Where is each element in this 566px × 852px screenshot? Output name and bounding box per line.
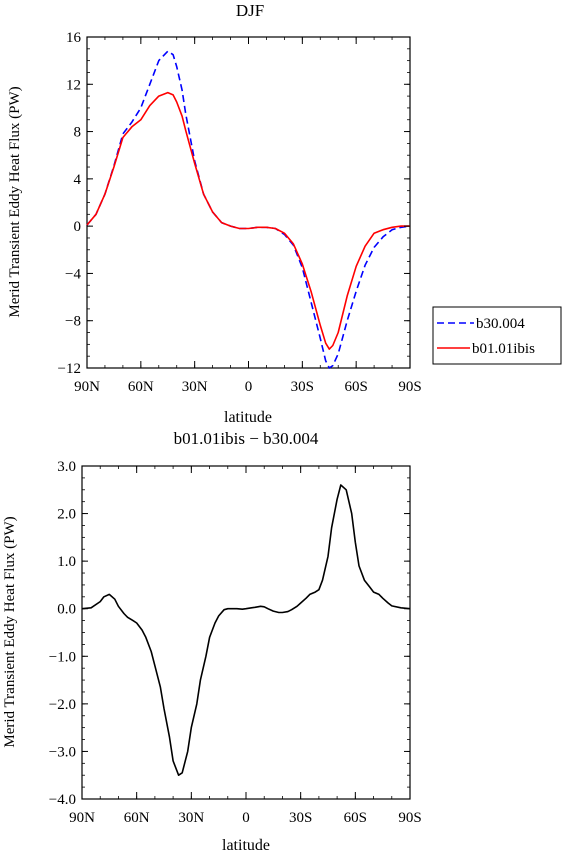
y-tick-label: 3.0	[57, 459, 76, 475]
x-axis-label: latitude	[224, 409, 272, 426]
y-tick-label: 1.0	[57, 554, 76, 570]
series-line-b30-004	[86, 50, 411, 369]
x-axis-ticks: 90N 60N 30N 0 30S 60S 90S	[69, 466, 422, 826]
y-tick-label: 0.0	[57, 602, 76, 618]
y-tick-label: −4	[65, 266, 81, 282]
legend-entry-b30: b30.004	[437, 316, 525, 332]
x-tick-label: 60S	[344, 379, 367, 395]
y-tick-label: −3.0	[49, 744, 76, 760]
plot-frame	[86, 36, 411, 369]
x-axis-ticks: 90N 60N 30N 0 30S 60S 90S	[74, 37, 422, 395]
series-line-b01-01ibis	[86, 91, 410, 350]
y-axis-ticks: −4.0 −3.0 −2.0 −1.0 0.0 1.0 2.0 3.0	[49, 459, 410, 808]
data-layer	[86, 50, 411, 369]
legend-entry-b01: b01.01ibis	[437, 341, 535, 357]
y-tick-label: −12	[58, 361, 81, 377]
y-tick-label: −1.0	[49, 649, 76, 665]
x-axis-label: latitude	[222, 837, 270, 852]
series-line-difference	[81, 484, 411, 777]
x-tick-label: 0	[242, 810, 250, 826]
y-tick-label: 8	[74, 125, 82, 141]
y-tick-label: 16	[66, 30, 82, 46]
x-tick-label: 90S	[398, 379, 421, 395]
legend-label: b01.01ibis	[472, 341, 535, 357]
x-tick-label: 30N	[182, 379, 208, 395]
legend-box	[432, 306, 562, 365]
x-tick-label: 90N	[69, 810, 95, 826]
x-tick-label: 90N	[74, 379, 100, 395]
plot-frame	[81, 465, 411, 800]
y-tick-label: 2.0	[57, 507, 76, 523]
x-tick-label: 30S	[291, 379, 314, 395]
plot-area: −12 −8 −4 0 4 8 12 16 90N 60N 30N 0 30S 60S 90S	[58, 30, 422, 395]
data-layer	[81, 484, 411, 777]
x-tick-label: 60S	[344, 810, 367, 826]
panel-difference: b01.01ibis − b30.004 −4.0 −3.0 −2.0 −1.0 0.0…	[2, 429, 422, 852]
chart-title: b01.01ibis − b30.004	[174, 429, 319, 448]
y-axis-label: Merid Transient Eddy Heat Flux (PW)	[2, 516, 18, 747]
x-tick-label: 60N	[124, 810, 150, 826]
y-tick-label: 0	[74, 219, 82, 235]
y-tick-label: −4.0	[49, 792, 76, 808]
y-tick-label: 12	[66, 77, 81, 93]
x-tick-label: 60N	[128, 379, 154, 395]
plot-area: −4.0 −3.0 −2.0 −1.0 0.0 1.0 2.0 3.0 90N 60N 30N 0 3…	[49, 459, 422, 826]
legend-label: b30.004	[476, 316, 525, 332]
x-tick-label: 30S	[289, 810, 312, 826]
legend: b30.004 b01.01ibis	[432, 306, 562, 365]
x-tick-label: 30N	[178, 810, 204, 826]
panel-djf: DJF −12 −8 −4 0 4 8 12 16 90N 60N 30N 0 30S 60S 90S l…	[7, 1, 562, 426]
x-tick-label: 90S	[398, 810, 421, 826]
y-axis-ticks: −12 −8 −4 0 4 8 12 16	[58, 30, 410, 377]
y-tick-label: −2.0	[49, 697, 76, 713]
x-tick-label: 0	[245, 379, 253, 395]
y-tick-label: 4	[74, 172, 82, 188]
y-axis-label: Merid Transient Eddy Heat Flux (PW)	[7, 86, 23, 317]
chart-title: DJF	[236, 1, 264, 20]
y-tick-label: −8	[65, 314, 81, 330]
